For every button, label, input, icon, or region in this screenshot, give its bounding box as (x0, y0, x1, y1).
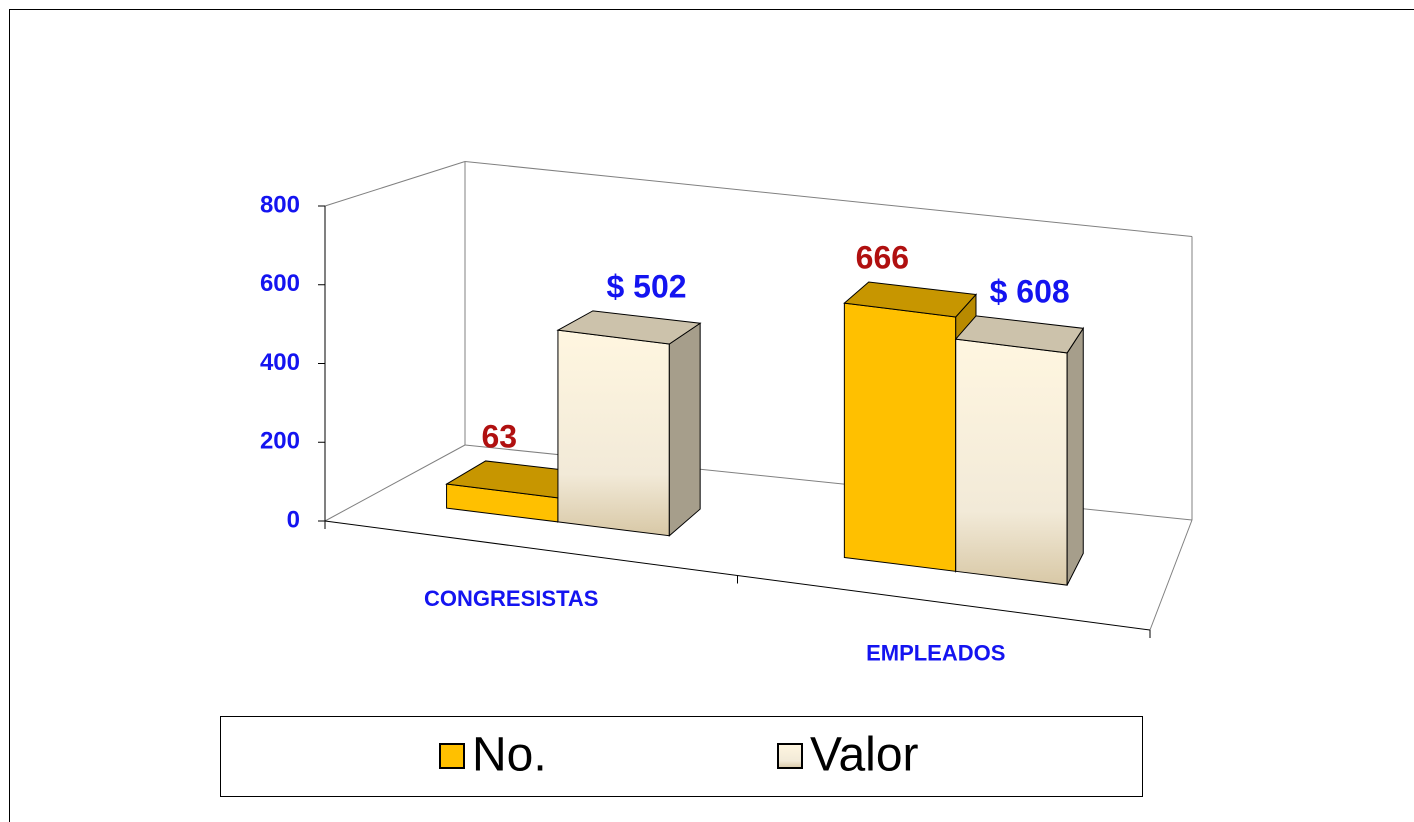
bar (556, 310, 702, 537)
bar-side (668, 322, 701, 537)
bar-top (556, 310, 702, 345)
bar-front (557, 329, 670, 537)
bar-top (954, 315, 1085, 354)
value-label: $ 502 (606, 269, 686, 305)
x-tick-label: CONGRESISTAS (424, 586, 598, 611)
wall-edge (324, 444, 466, 522)
y-tick-label: 200 (260, 428, 300, 455)
value-label: $ 608 (990, 274, 1070, 310)
bar-front (955, 338, 1068, 586)
bar (954, 315, 1085, 586)
y-tick-label: 400 (260, 349, 300, 376)
wall-edge (324, 161, 466, 207)
y-tick-label: 600 (260, 270, 300, 297)
bar-front (843, 302, 957, 572)
value-label: 63 (481, 419, 517, 455)
legend-box (220, 716, 1143, 797)
bar-side (1066, 326, 1084, 586)
y-tick-label: 800 (260, 191, 300, 218)
frame (9, 9, 1414, 822)
y-tick-label: 0 (287, 506, 300, 533)
wall-edge (464, 161, 1193, 237)
bar-top (843, 281, 978, 318)
wall-edge (1149, 519, 1193, 631)
legend-label: No. (472, 729, 547, 782)
x-tick-label: EMPLEADOS (866, 641, 1005, 666)
value-label: 666 (856, 240, 909, 276)
legend-swatch (777, 743, 803, 769)
legend-label: Valor (810, 729, 919, 782)
legend-swatch (439, 743, 465, 769)
